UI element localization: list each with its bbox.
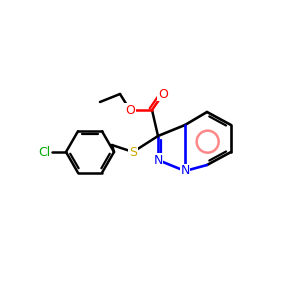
Text: N: N — [153, 154, 163, 166]
Text: S: S — [129, 146, 137, 158]
Text: O: O — [158, 88, 168, 100]
Text: Cl: Cl — [38, 146, 50, 158]
Text: N: N — [180, 164, 190, 178]
Text: O: O — [125, 103, 135, 116]
